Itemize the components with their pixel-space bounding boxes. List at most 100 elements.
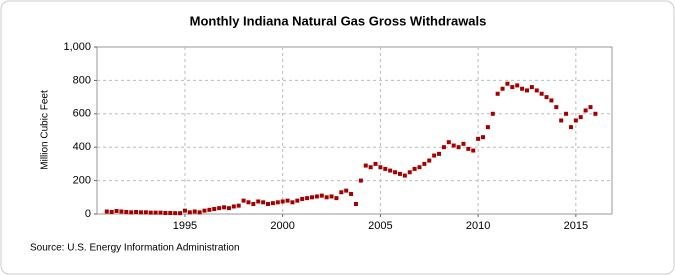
data-point xyxy=(363,163,368,168)
data-point xyxy=(471,148,476,153)
data-point xyxy=(300,196,305,201)
data-point xyxy=(251,201,256,206)
data-point xyxy=(466,146,471,151)
data-point xyxy=(217,206,222,211)
data-point xyxy=(319,193,324,198)
data-point xyxy=(378,165,383,170)
data-point xyxy=(202,208,207,213)
data-point xyxy=(490,111,495,116)
data-point xyxy=(520,86,525,91)
data-point xyxy=(197,210,202,215)
data-point xyxy=(173,211,178,216)
data-point xyxy=(182,208,187,213)
data-point xyxy=(124,209,129,214)
data-point xyxy=(261,200,266,205)
data-point xyxy=(388,168,393,173)
x-tick-label: 2000 xyxy=(270,220,294,232)
data-point xyxy=(109,209,114,214)
data-point xyxy=(129,210,134,215)
data-point xyxy=(476,136,481,141)
data-point xyxy=(368,165,373,170)
data-point xyxy=(270,201,275,206)
data-point xyxy=(534,88,539,93)
data-point xyxy=(222,205,227,210)
data-point xyxy=(510,85,515,90)
data-point xyxy=(329,194,334,199)
data-point xyxy=(266,201,271,206)
x-tick-label: 2005 xyxy=(368,220,392,232)
data-point xyxy=(246,200,251,205)
source-note: Source: U.S. Energy Information Administ… xyxy=(30,243,240,254)
data-point xyxy=(349,191,354,196)
data-point xyxy=(344,188,349,193)
data-point xyxy=(422,161,427,166)
data-point xyxy=(314,194,319,199)
data-point xyxy=(495,91,500,96)
data-point xyxy=(104,209,109,214)
data-point xyxy=(373,161,378,166)
data-point xyxy=(163,210,168,215)
data-point xyxy=(168,210,173,215)
data-point xyxy=(207,207,212,212)
data-point xyxy=(148,210,153,215)
data-point xyxy=(231,204,236,209)
data-point xyxy=(539,91,544,96)
data-point xyxy=(393,170,398,175)
data-point xyxy=(588,105,593,110)
data-point xyxy=(446,140,451,145)
data-point xyxy=(578,115,583,120)
data-point xyxy=(505,81,510,86)
data-point xyxy=(275,200,280,205)
x-tick-label: 1995 xyxy=(173,220,197,232)
data-point xyxy=(134,209,139,214)
data-point xyxy=(461,141,466,146)
x-tick-label: 2010 xyxy=(466,220,490,232)
y-tick-label: 600 xyxy=(73,108,91,120)
data-point xyxy=(324,195,329,200)
data-point xyxy=(280,199,285,204)
y-tick-label: 0 xyxy=(85,208,91,220)
data-point xyxy=(593,111,598,116)
data-point xyxy=(295,198,300,203)
data-point xyxy=(564,111,569,116)
y-axis-label: Million Cubic Feet xyxy=(40,90,51,170)
data-point xyxy=(143,210,148,215)
data-point xyxy=(334,196,339,201)
data-point xyxy=(573,118,578,123)
data-point xyxy=(500,86,505,91)
data-point xyxy=(241,198,246,203)
data-point xyxy=(153,210,158,215)
data-point xyxy=(544,95,549,100)
data-point xyxy=(212,206,217,211)
data-point xyxy=(178,211,183,216)
data-point xyxy=(256,199,261,204)
data-point xyxy=(305,196,310,201)
data-point xyxy=(549,98,554,103)
data-point xyxy=(583,108,588,113)
y-tick-label: 200 xyxy=(73,175,91,187)
data-point xyxy=(285,198,290,203)
y-tick-label: 1,000 xyxy=(63,41,91,53)
data-point xyxy=(138,210,143,215)
data-point xyxy=(187,210,192,215)
data-point xyxy=(485,125,490,130)
data-point xyxy=(358,178,363,183)
data-point xyxy=(515,83,520,88)
plot-area xyxy=(96,46,613,215)
y-tick-label: 400 xyxy=(73,141,91,153)
data-point xyxy=(417,165,422,170)
data-point xyxy=(236,203,241,208)
data-point xyxy=(290,200,295,205)
data-point xyxy=(309,195,314,200)
data-point xyxy=(568,125,573,130)
data-point xyxy=(427,158,432,163)
data-point xyxy=(226,206,231,211)
data-point xyxy=(158,210,163,215)
data-point xyxy=(437,151,442,156)
data-point xyxy=(383,166,388,171)
data-point xyxy=(529,85,534,90)
data-point xyxy=(119,209,124,214)
data-point xyxy=(339,190,344,195)
data-point xyxy=(412,166,417,171)
